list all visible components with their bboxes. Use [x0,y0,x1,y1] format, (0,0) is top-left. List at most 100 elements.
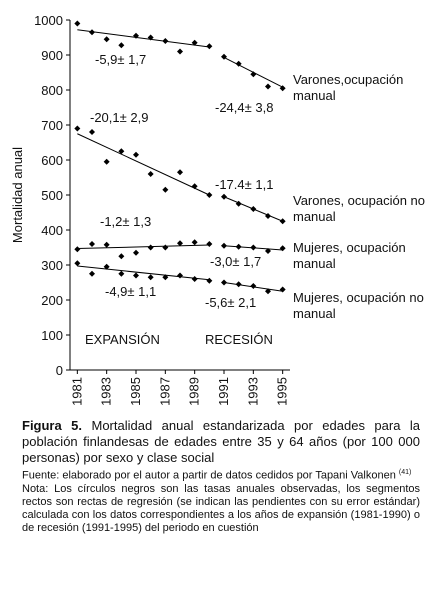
x-tick-label: 1987 [157,377,172,406]
data-point [279,85,286,92]
data-point [265,288,271,295]
data-point [279,218,286,225]
y-tick-label: 200 [41,293,63,308]
data-point [221,279,227,286]
y-tick-label: 400 [41,223,63,238]
data-point [133,249,139,256]
data-point [162,274,169,281]
data-point [118,270,125,277]
note: Nota: Los círculos negros son las tasas … [22,482,420,534]
caption: Figura 5. Mortalidad anual estandarizada… [22,418,420,535]
y-tick-label: 600 [41,153,63,168]
source-ref: (41) [398,469,412,476]
data-point [103,263,110,270]
data-point [89,129,95,135]
data-point [103,36,110,43]
data-point [221,242,227,249]
data-point [250,206,257,212]
data-point [133,272,139,279]
caption-text: Figura 5. Mortalidad anual estandarizada… [22,418,420,466]
regression-line [77,133,210,196]
data-point [74,125,81,132]
data-point [118,42,125,49]
data-point [147,274,154,281]
series-label: Mujeres, ocupación manual [293,240,406,271]
regression-line [77,265,210,281]
data-point [191,276,198,282]
figure-label: Figura 5. [22,418,83,433]
data-point [250,244,257,251]
data-point [191,183,198,190]
y-axis-label: Mortalidad anual [10,147,25,243]
annotation: -3,0± 1,7 [210,254,261,269]
series-label: Varones,ocupación manual [293,72,404,103]
data-point [177,272,183,279]
data-point [206,241,213,247]
annotation: -5,6± 2,1 [205,295,256,310]
data-point [221,53,227,60]
data-point [133,151,139,158]
data-point [250,283,257,289]
y-tick-label: 300 [41,258,63,273]
data-point [162,38,169,44]
data-point [177,240,183,247]
y-tick-label: 700 [41,118,63,133]
data-point [279,245,286,252]
annotation: RECESIÓN [205,332,273,347]
data-point [147,171,154,177]
data-point [191,239,198,246]
source: Fuente: elaborado por el autor a partir … [22,466,420,483]
data-point [118,148,125,155]
data-point [74,246,81,253]
annotation: -20,1± 2,9 [90,110,148,125]
x-tick-label: 1993 [245,377,260,406]
data-point [147,244,154,251]
data-point [206,43,213,50]
data-point [89,29,95,36]
data-point [279,286,286,293]
series-label: Varones, ocupación no manual [293,193,426,224]
annotation: -17.4± 1,1 [215,177,273,192]
data-point [103,158,110,165]
data-point [89,241,95,247]
annotation: -5,9± 1,7 [95,52,146,67]
y-tick-label: 100 [41,328,63,343]
data-point [265,248,271,254]
data-point [177,169,183,176]
data-point [147,34,154,41]
x-tick-label: 1985 [128,377,143,406]
data-point [74,20,81,27]
data-point [162,244,169,251]
data-point [118,253,125,260]
data-point [177,48,183,55]
caption-body: Mortalidad anual estandarizada por edade… [22,418,420,465]
data-point [221,193,227,200]
series-label: Mujeres, ocupación no manual [293,290,424,321]
chart: Mortalidad anual 0 100 200 300 400 500 600 700 8… [10,13,290,406]
annotation: -1,2± 1,3 [100,214,151,229]
annotation: EXPANSIÓN [85,332,160,347]
x-tick-label: 1983 [99,377,114,406]
data-point [89,270,95,277]
annotation: -24,4± 3,8 [215,100,273,115]
data-point [103,241,110,248]
y-tick-label: 500 [41,188,63,203]
data-point [74,260,81,267]
data-point [133,32,139,39]
x-tick-label: 1995 [275,377,290,406]
data-point [265,213,271,219]
data-point [206,277,213,284]
x-tick-label: 1981 [69,377,84,406]
data-point [235,60,242,67]
x-tick-label: 1991 [216,377,231,406]
data-point [206,192,213,198]
y-tick-label: 1000 [34,13,63,28]
x-tick-label: 1989 [187,377,202,406]
data-point [191,39,198,46]
data-point [265,83,271,90]
y-tick-label: 900 [41,48,63,63]
regression-line [77,29,210,48]
source-text: Fuente: elaborado por el autor a partir … [22,469,396,482]
data-point [235,200,242,207]
